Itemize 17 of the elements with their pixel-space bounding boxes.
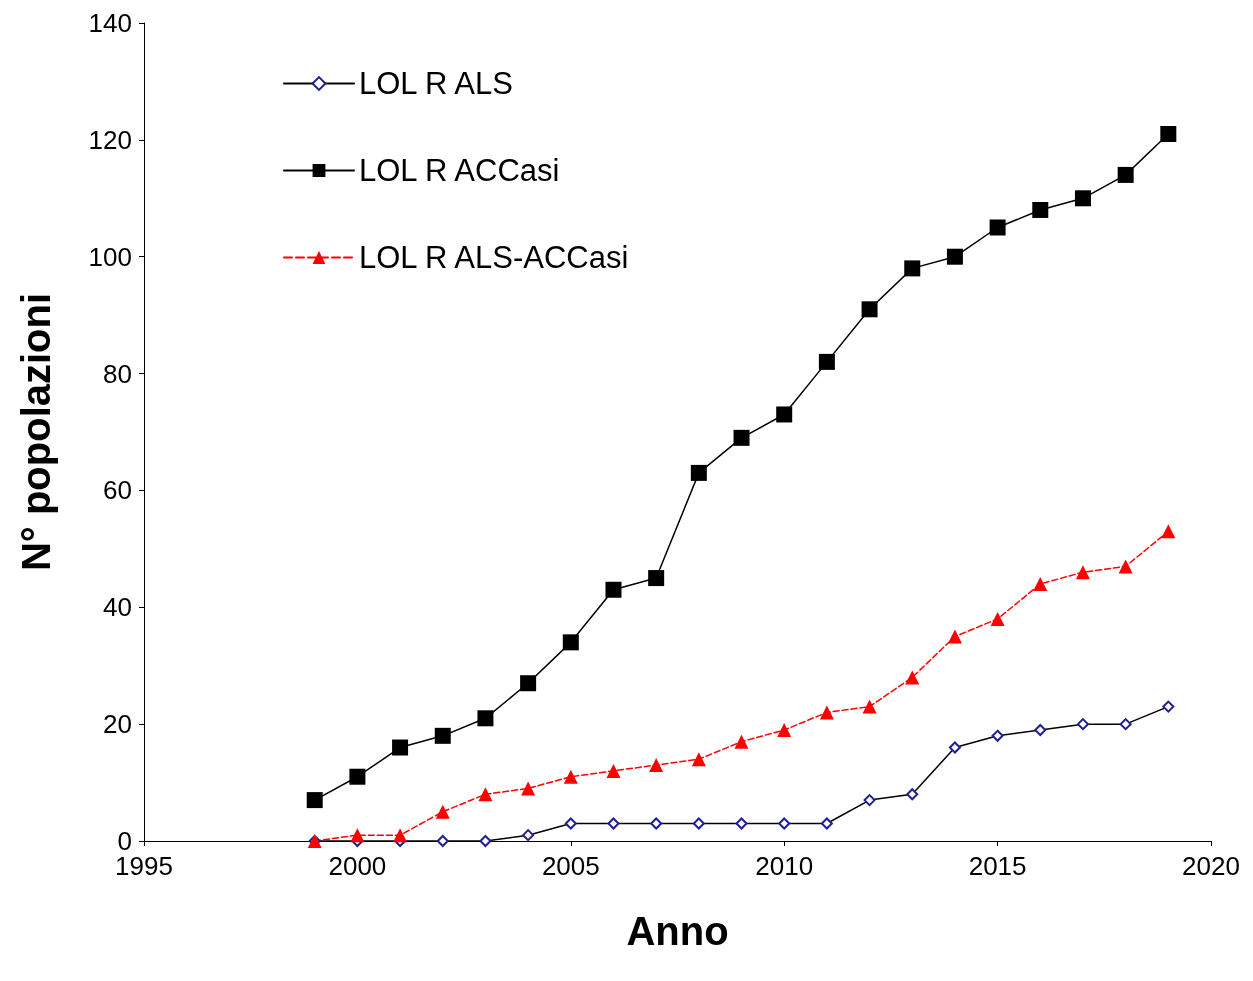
x-tick-label: 2005 <box>541 851 600 881</box>
y-axis-title: N° popolazioni <box>14 292 58 572</box>
x-tick-label: 2015 <box>968 851 1027 881</box>
y-tick-label: 100 <box>88 241 132 272</box>
legend-label: LOL R ACCasi <box>359 153 560 188</box>
y-tick-label: 40 <box>103 592 132 623</box>
y-tick-label: 80 <box>103 358 132 389</box>
x-axis-title: Anno <box>626 909 729 953</box>
x-tick-label: 2010 <box>755 851 814 881</box>
x-tick-label: 2000 <box>328 851 387 881</box>
y-tick-label: 20 <box>103 709 132 740</box>
y-tick-label: 140 <box>88 8 132 38</box>
x-tick-label: 2020 <box>1182 851 1240 881</box>
legend-label: LOL R ALS <box>359 66 513 101</box>
legend-label: LOL R ALS-ACCasi <box>359 240 629 275</box>
y-tick-label: 60 <box>103 475 132 506</box>
y-tick-label: 120 <box>88 124 132 155</box>
